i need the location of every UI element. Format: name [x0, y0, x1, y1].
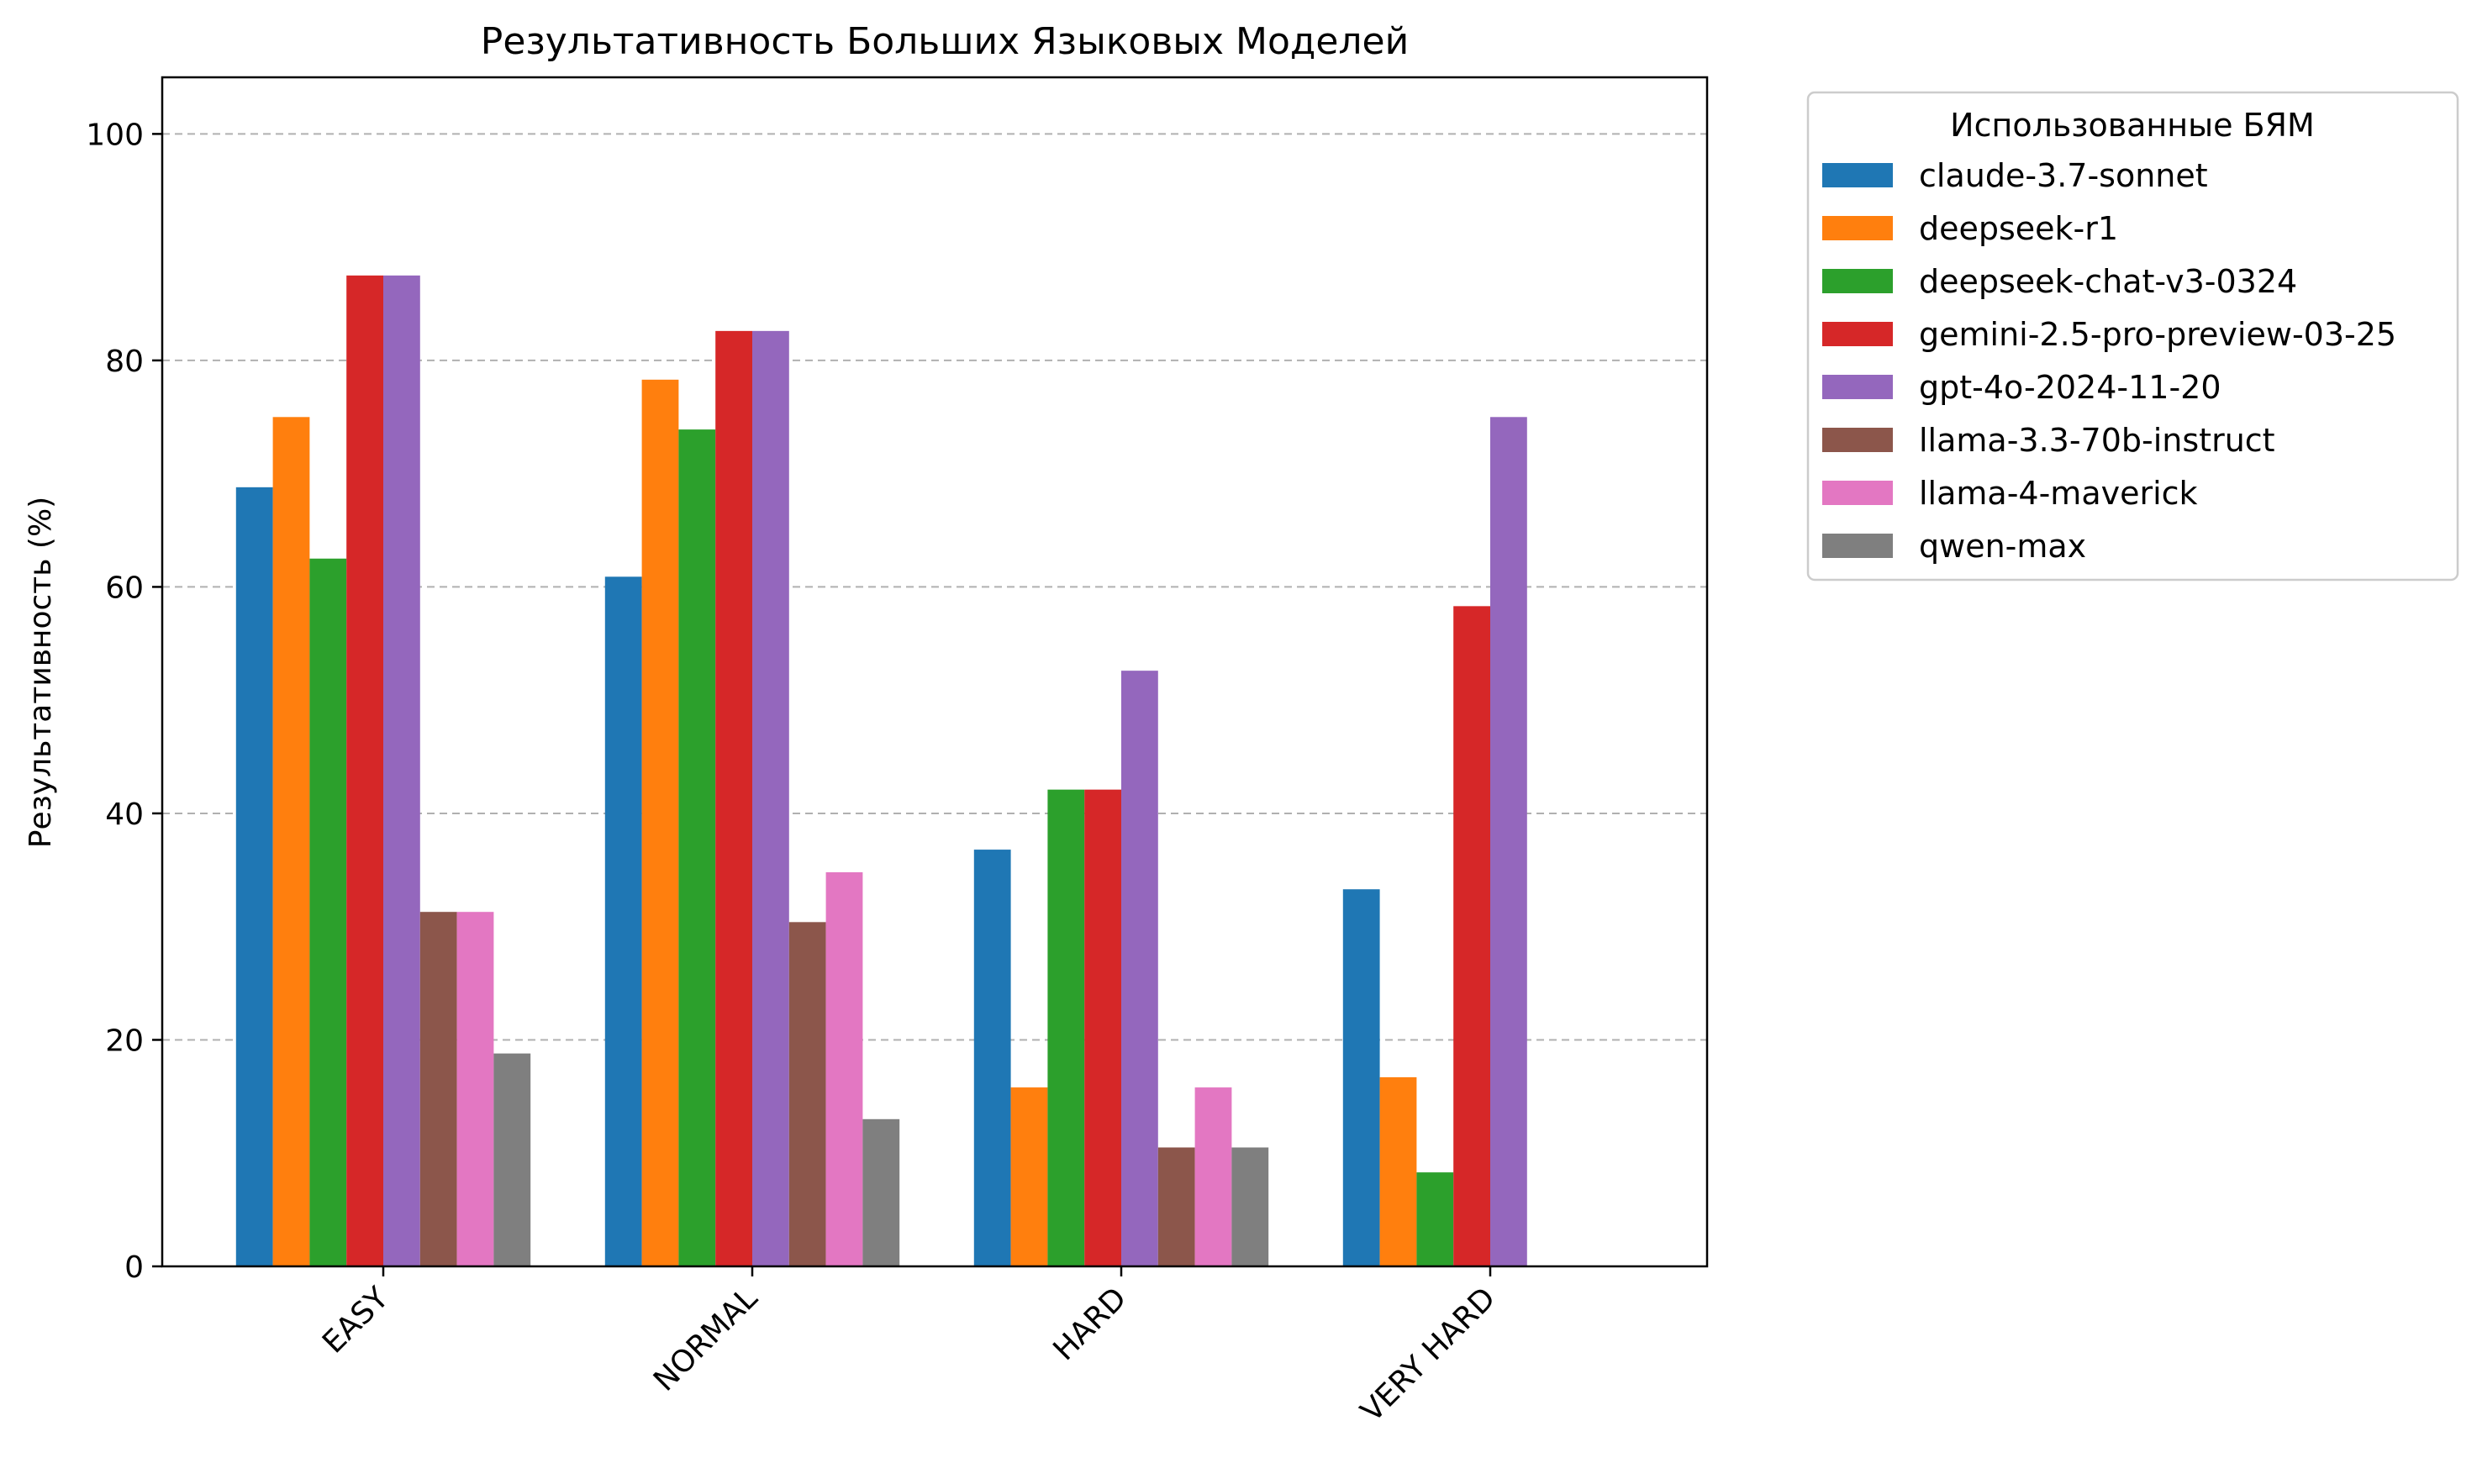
bar [1490, 417, 1527, 1266]
bar [1379, 1076, 1417, 1266]
bar [715, 330, 752, 1266]
bar [272, 417, 310, 1266]
bar [383, 275, 420, 1266]
y-tick-label: 80 [105, 345, 144, 379]
bar [1194, 1087, 1232, 1266]
bar [1010, 1087, 1048, 1266]
legend-entry: llama-4-maverick [1919, 475, 2198, 512]
legend-swatch [1822, 269, 1893, 293]
bar [346, 275, 383, 1266]
bar [1416, 1172, 1454, 1266]
bar [235, 487, 273, 1266]
bar [604, 576, 642, 1266]
bar [788, 922, 826, 1266]
bar [456, 912, 494, 1266]
bar [493, 1053, 531, 1266]
bar [678, 429, 716, 1267]
bar [1084, 789, 1121, 1266]
legend-items: claude-3.7-sonnet deepseek-r1 deepseek-cha… [1822, 157, 2396, 565]
y-tick-label: 40 [105, 797, 144, 832]
y-tick-label: 60 [105, 571, 144, 605]
legend-entry: gpt-4o-2024-11-20 [1919, 369, 2221, 406]
legend: Использованные БЯМ claude-3.7-sonnet deep… [1806, 91, 2459, 581]
bar [641, 379, 679, 1266]
legend-entry: qwen-max [1919, 528, 2086, 565]
chart-title: Результативность Больших Языковых Моделе… [481, 20, 1409, 63]
legend-entry: deepseek-r1 [1919, 210, 2118, 247]
x-axis: EASY NORMAL HARD VERY HARD [316, 1266, 1502, 1429]
bar [1453, 606, 1490, 1266]
x-tick-label: VERY HARD [1354, 1281, 1502, 1429]
bar [1231, 1147, 1269, 1266]
bar [973, 850, 1011, 1266]
plot-frame [161, 76, 1709, 1268]
y-axis: 0 20 40 60 80 100 [86, 118, 162, 1285]
bar [862, 1118, 900, 1266]
legend-entry: deepseek-chat-v3-0324 [1919, 263, 2297, 300]
bar [1121, 671, 1158, 1266]
legend-swatch [1822, 375, 1893, 399]
legend-title: Использованные БЯМ [1950, 107, 2315, 144]
y-tick-label: 20 [105, 1024, 144, 1058]
legend-swatch [1822, 428, 1893, 452]
bars [235, 275, 1527, 1267]
legend-swatch [1822, 534, 1893, 558]
bar [1047, 789, 1085, 1266]
y-tick-label: 0 [124, 1250, 144, 1285]
bar [752, 330, 789, 1266]
legend-swatch [1822, 216, 1893, 240]
y-axis-label: Результативность (%) [24, 497, 58, 848]
legend-swatch [1822, 163, 1893, 187]
x-tick-label: EASY [316, 1281, 396, 1360]
legend-entry: llama-3.3-70b-instruct [1919, 422, 2275, 459]
legend-entry: gemini-2.5-pro-preview-03-25 [1919, 316, 2396, 353]
bar [1342, 889, 1380, 1266]
bar [309, 558, 347, 1266]
x-tick-label: NORMAL [647, 1281, 764, 1397]
bar [825, 872, 863, 1266]
y-tick-label: 100 [86, 118, 144, 152]
x-tick-label: HARD [1047, 1281, 1134, 1367]
legend-box [1806, 91, 2459, 581]
legend-entry: claude-3.7-sonnet [1919, 157, 2208, 194]
bar [419, 912, 457, 1266]
bar [1157, 1147, 1195, 1266]
legend-swatch [1822, 322, 1893, 346]
legend-swatch [1822, 481, 1893, 505]
